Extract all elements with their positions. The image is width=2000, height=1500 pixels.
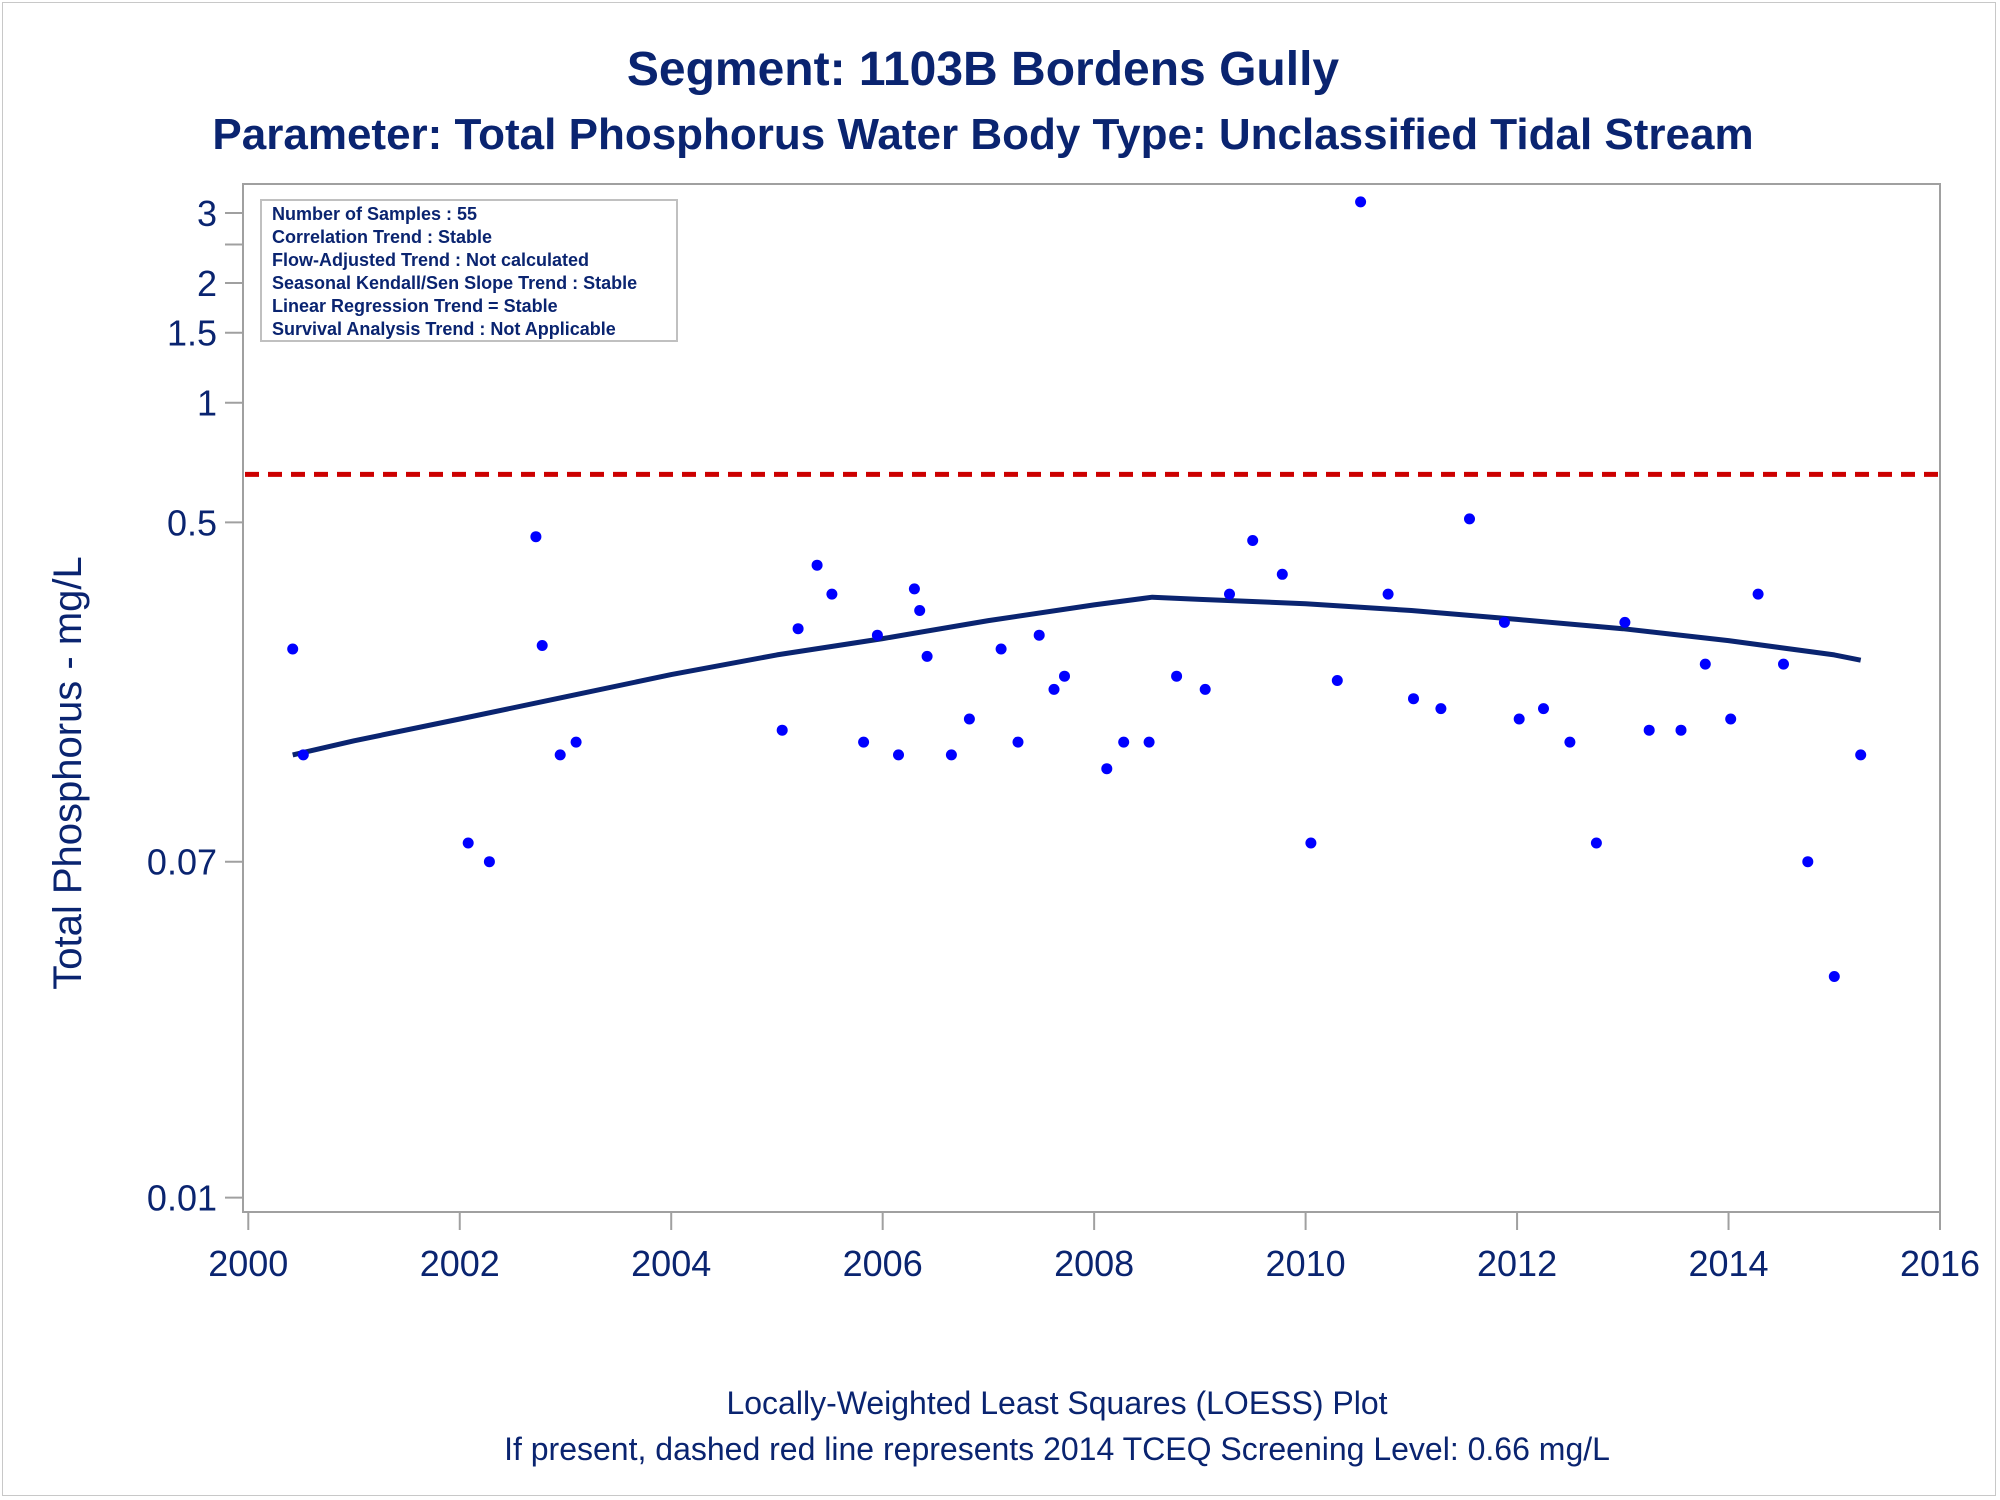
x-tick-label: 2008 xyxy=(1054,1243,1134,1284)
data-point xyxy=(1435,703,1447,715)
data-point xyxy=(792,623,804,635)
data-point xyxy=(1355,196,1367,208)
data-point xyxy=(1199,683,1211,695)
data-point xyxy=(297,749,309,761)
data-point xyxy=(1224,588,1235,600)
trend-stats-box-border xyxy=(260,199,678,342)
chart-title: Segment: 1103B Bordens Gully xyxy=(627,43,1340,96)
data-point xyxy=(893,749,904,761)
data-point xyxy=(776,724,788,736)
data-point xyxy=(536,640,548,651)
data-point xyxy=(811,559,823,571)
data-point xyxy=(1643,724,1655,736)
data-point xyxy=(1059,670,1070,682)
data-point xyxy=(1331,675,1343,686)
data-point xyxy=(570,736,582,748)
data-point xyxy=(1802,856,1814,868)
data-point xyxy=(1675,724,1687,736)
x-tick-label: 2014 xyxy=(1688,1243,1768,1284)
data-point xyxy=(1513,713,1525,725)
data-point xyxy=(1118,736,1130,748)
data-point xyxy=(908,583,920,595)
footnote-screening-level: If present, dashed red line represents 2… xyxy=(504,1431,1610,1467)
x-tick-label: 2012 xyxy=(1477,1243,1557,1284)
data-point xyxy=(914,605,926,616)
stat-flow-adjusted-trend: Flow-Adjusted Trend : Not calculated xyxy=(272,250,589,270)
data-point xyxy=(826,588,838,600)
data-point xyxy=(554,749,566,761)
data-point xyxy=(1171,670,1183,682)
trend-stats-box: Number of Samples : 55 Correlation Trend… xyxy=(260,199,678,342)
data-point xyxy=(871,629,883,641)
data-point xyxy=(1382,588,1394,600)
data-point xyxy=(1725,713,1737,725)
stat-survival-analysis-trend: Survival Analysis Trend : Not Applicable xyxy=(272,319,616,339)
data-point xyxy=(462,837,474,849)
x-tick-label: 2000 xyxy=(208,1243,288,1284)
data-point xyxy=(1464,513,1475,525)
phosphorus-trend-chart: Segment: 1103B Bordens Gully Parameter: … xyxy=(46,43,1980,1467)
data-point xyxy=(858,736,870,748)
data-point xyxy=(1143,736,1155,748)
y-tick-label: 1.5 xyxy=(167,313,217,354)
data-point xyxy=(1778,658,1789,670)
plot-area xyxy=(242,183,1941,1213)
y-tick-label: 2 xyxy=(197,263,217,304)
x-tick-label: 2006 xyxy=(843,1243,923,1284)
data-point xyxy=(1305,837,1317,849)
stat-number-of-samples: Number of Samples : 55 xyxy=(272,204,477,224)
data-point xyxy=(1048,683,1060,695)
x-tick-label: 2002 xyxy=(420,1243,500,1284)
y-tick-label: 0.01 xyxy=(147,1178,217,1219)
data-point xyxy=(1498,616,1510,628)
y-axis-label: Total Phosphorus - mg/L xyxy=(46,556,90,990)
data-point xyxy=(530,531,542,543)
data-point xyxy=(995,643,1007,655)
x-tick-label: 2016 xyxy=(1900,1243,1980,1284)
data-point xyxy=(1101,763,1113,775)
data-point xyxy=(1564,736,1576,748)
data-point xyxy=(1276,568,1288,580)
data-point xyxy=(1699,658,1711,670)
data-points xyxy=(287,196,1867,982)
data-point xyxy=(1619,616,1631,628)
data-point xyxy=(1247,535,1259,546)
x-tick-label: 2004 xyxy=(631,1243,711,1284)
data-point xyxy=(287,643,299,655)
data-point xyxy=(1855,749,1867,761)
y-tick-label: 0.5 xyxy=(167,502,217,543)
data-point xyxy=(1033,629,1045,641)
stat-seasonal-kendall-trend: Seasonal Kendall/Sen Slope Trend : Stabl… xyxy=(272,273,637,293)
x-tick-label: 2010 xyxy=(1266,1243,1346,1284)
loess-curve xyxy=(292,594,1862,758)
data-point xyxy=(963,713,975,725)
data-point xyxy=(1012,736,1024,748)
stat-linear-regression-trend: Linear Regression Trend = Stable xyxy=(272,296,558,316)
stat-correlation-trend: Correlation Trend : Stable xyxy=(272,227,492,247)
data-point xyxy=(483,856,495,868)
data-point xyxy=(945,749,957,761)
x-axis: 2000 2002 2004 2006 2008 2010 2012 2014 2016 xyxy=(208,1212,1980,1284)
data-point xyxy=(1590,837,1602,849)
footnote-loess: Locally-Weighted Least Squares (LOESS) P… xyxy=(726,1385,1387,1421)
data-point xyxy=(1538,703,1549,715)
data-point xyxy=(921,650,933,662)
y-axis: 0.01 0.07 0.5 1 1.5 2 3 xyxy=(147,193,243,1219)
y-tick-label: 0.07 xyxy=(147,842,217,883)
data-point xyxy=(1408,693,1419,705)
data-point xyxy=(1828,971,1840,982)
y-tick-label: 1 xyxy=(197,383,217,424)
y-tick-label: 3 xyxy=(197,193,217,234)
data-point xyxy=(1752,588,1764,600)
chart-subtitle: Parameter: Total Phosphorus Water Body T… xyxy=(212,110,1753,159)
